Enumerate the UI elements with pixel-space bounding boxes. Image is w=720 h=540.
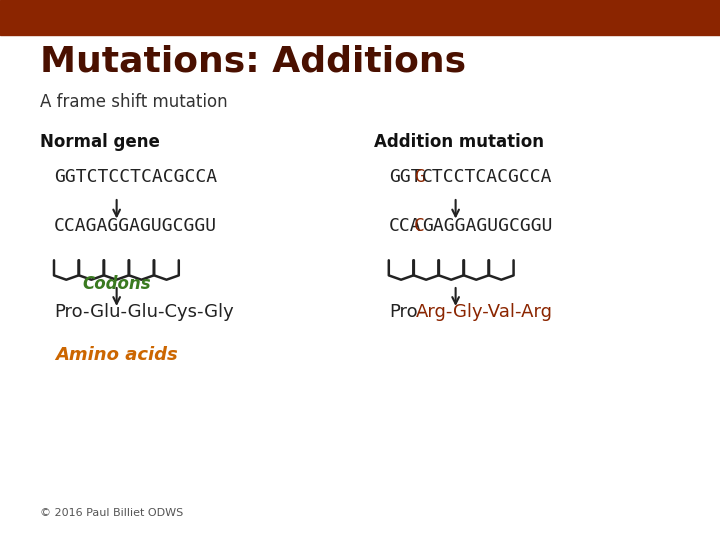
Text: CCAGAGGAGUGCGGU: CCAGAGGAGUGCGGU xyxy=(54,217,217,235)
Text: Arg-Gly-Val-Arg: Arg-Gly-Val-Arg xyxy=(416,303,553,321)
Text: A frame shift mutation: A frame shift mutation xyxy=(40,93,228,111)
Text: CTCCTCACGCCA: CTCCTCACGCCA xyxy=(422,168,553,186)
Text: Mutations: Additions: Mutations: Additions xyxy=(40,44,466,78)
Text: Addition mutation: Addition mutation xyxy=(374,133,544,151)
Text: Codons: Codons xyxy=(82,275,151,293)
Text: © 2016 Paul Billiet ODWS: © 2016 Paul Billiet ODWS xyxy=(40,508,183,518)
Text: GGTCTCCTCACGCCA: GGTCTCCTCACGCCA xyxy=(54,168,217,186)
Text: G: G xyxy=(414,168,425,186)
Text: GGT: GGT xyxy=(389,168,421,186)
Text: Pro-Glu-Glu-Cys-Gly: Pro-Glu-Glu-Cys-Gly xyxy=(54,303,234,321)
Text: Amino acids: Amino acids xyxy=(55,346,178,363)
Text: C: C xyxy=(414,217,425,235)
Text: GAGGAGUGCGGU: GAGGAGUGCGGU xyxy=(422,217,553,235)
Text: Pro-: Pro- xyxy=(389,303,424,321)
Text: CCA: CCA xyxy=(389,217,421,235)
Text: Normal gene: Normal gene xyxy=(40,133,159,151)
